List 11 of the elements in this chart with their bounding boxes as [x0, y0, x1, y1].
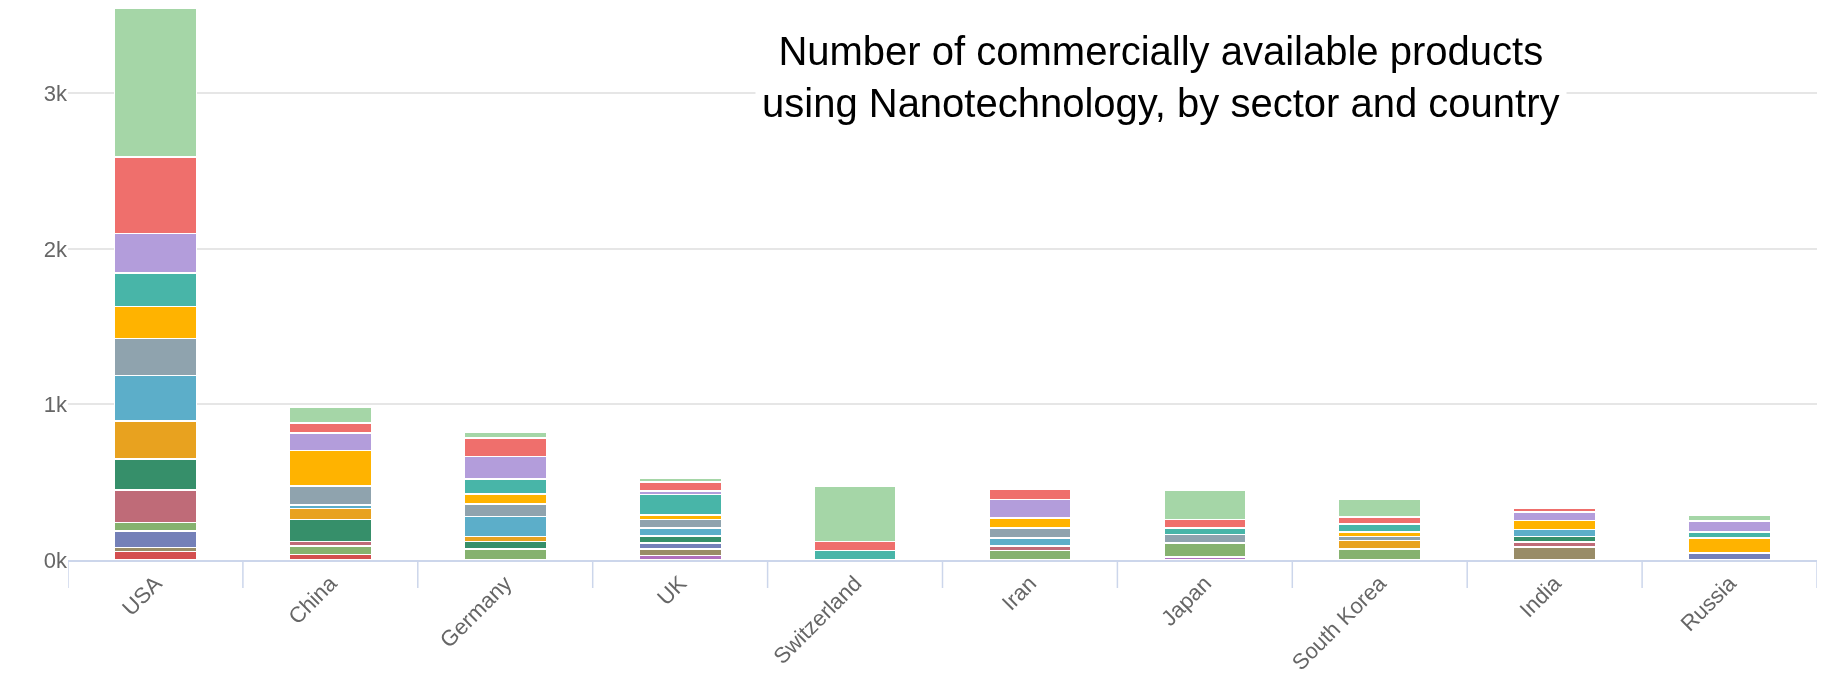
bar: [988, 549, 1072, 560]
bar: [638, 481, 722, 492]
y-tick-label: 1k: [43, 392, 68, 418]
x-tick-label: UK: [652, 570, 692, 611]
y-tick-label: 2k: [43, 236, 68, 262]
x-tick-label: Iran: [996, 570, 1042, 616]
text: Number of commercially available products using Nanotechnology, by sector and country: [762, 29, 1560, 125]
y-tick-label: 3k: [43, 81, 68, 107]
y-tick-label: 0k: [43, 547, 68, 573]
bar: [638, 493, 722, 516]
x-tick-label: USA: [117, 570, 167, 621]
